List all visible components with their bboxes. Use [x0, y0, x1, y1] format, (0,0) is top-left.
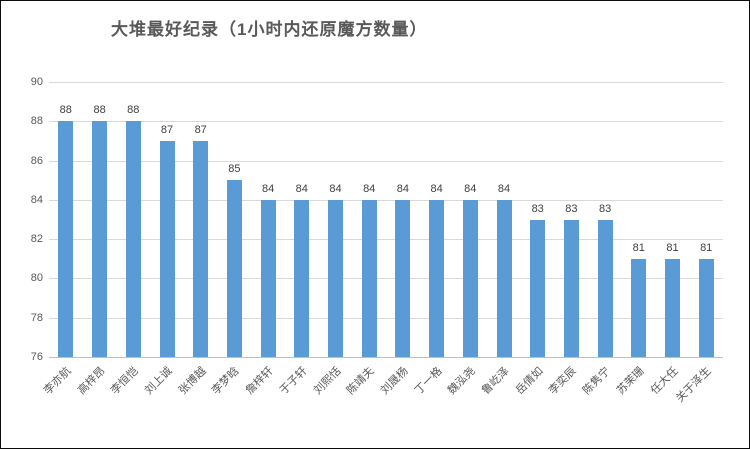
bar-value-label: 84	[430, 182, 443, 195]
bar-value-label: 87	[194, 123, 207, 136]
bar-value-label: 81	[632, 241, 645, 254]
bar	[159, 140, 175, 357]
chart-title: 大堆最好纪录（1小时内还原魔方数量）	[111, 20, 428, 39]
bar-value-label: 84	[363, 182, 376, 195]
y-axis-tick-label: 90	[30, 76, 43, 88]
bar	[530, 219, 546, 357]
bar-value-label: 84	[497, 182, 511, 195]
bar	[92, 121, 108, 357]
bar	[563, 219, 579, 357]
gridline	[49, 200, 723, 201]
bar	[496, 199, 512, 357]
y-axis-tick-label: 86	[30, 155, 43, 167]
gridline	[49, 121, 723, 122]
y-axis-tick-label: 88	[30, 115, 43, 127]
bar	[328, 199, 343, 357]
y-axis-tick-label: 78	[30, 312, 43, 324]
bar-value-label: 81	[666, 241, 679, 254]
bar	[361, 199, 377, 357]
y-axis-tick-label: 82	[30, 233, 43, 245]
x-axis-line	[49, 357, 723, 358]
y-axis-tick-label: 76	[30, 351, 43, 363]
bar	[226, 180, 242, 357]
gridline	[49, 278, 723, 279]
bar-value-label: 88	[93, 104, 106, 117]
bar	[193, 140, 209, 357]
bar-value-label: 88	[127, 104, 140, 117]
bar-value-label: 81	[700, 241, 713, 254]
bar-value-label: 84	[261, 182, 275, 195]
gridline	[49, 161, 723, 162]
bar	[294, 199, 310, 357]
bar-value-label: 87	[160, 123, 174, 136]
bar-value-label: 88	[59, 104, 72, 117]
gridline	[49, 82, 723, 83]
y-axis-tick-label: 80	[30, 272, 43, 284]
bar-value-label: 84	[295, 182, 308, 195]
bar	[125, 121, 141, 357]
bar-value-label: 85	[228, 163, 241, 176]
y-axis-tick-label: 84	[30, 194, 43, 206]
bar-value-label: 83	[531, 202, 544, 215]
bar-value-label: 84	[396, 182, 410, 195]
bar	[698, 258, 714, 357]
bar	[462, 199, 478, 357]
gridline	[49, 318, 723, 319]
bar	[429, 199, 445, 357]
bar	[597, 219, 613, 357]
bar	[260, 199, 276, 357]
bar	[395, 199, 411, 357]
bar-value-label: 83	[565, 202, 578, 215]
bar	[58, 121, 74, 357]
bar-value-label: 84	[329, 182, 342, 195]
bar	[631, 258, 647, 357]
gridline	[49, 239, 723, 240]
bar-value-label: 84	[464, 182, 477, 195]
bar	[665, 258, 680, 357]
bar-value-label: 83	[598, 202, 612, 215]
